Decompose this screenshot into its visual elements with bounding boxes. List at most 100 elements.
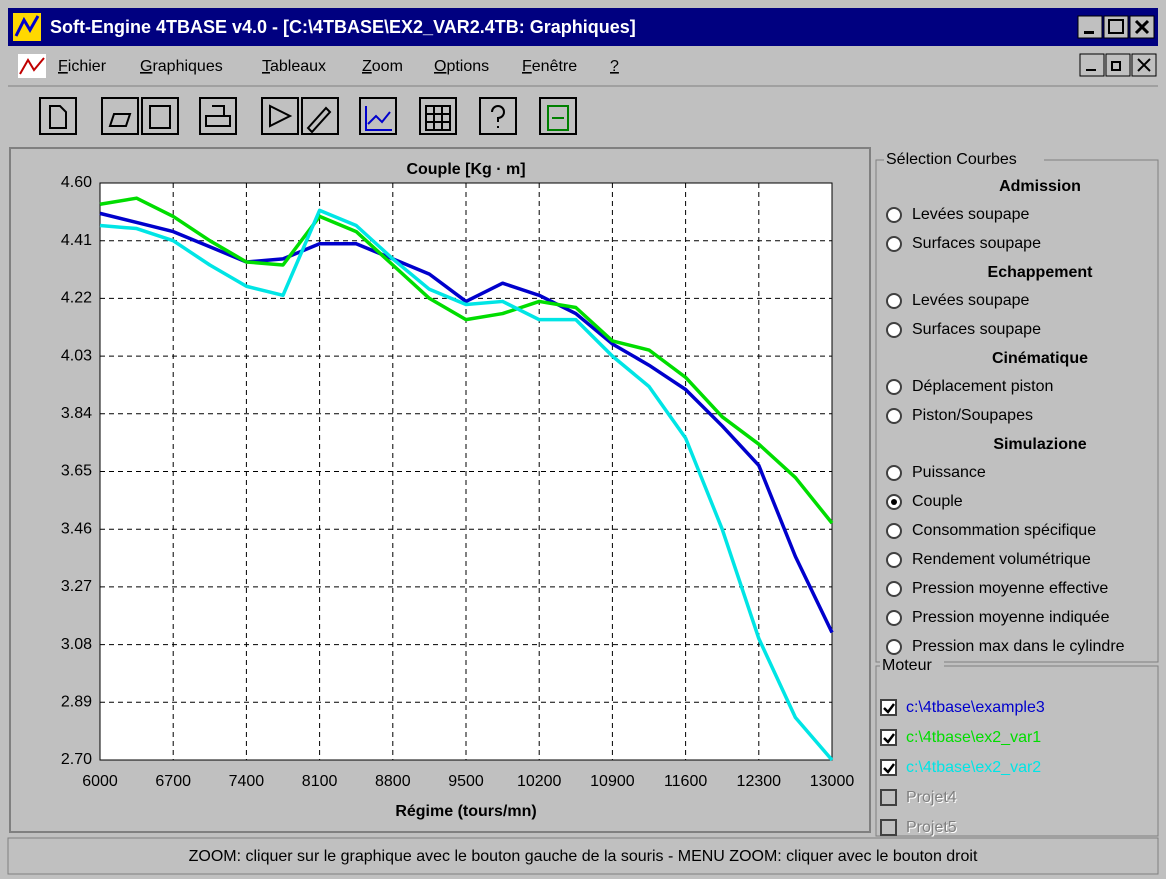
toolbar-glyph [425, 105, 451, 131]
series-line [99, 196, 834, 525]
engine-label: Projet4 [906, 789, 957, 806]
checkbox[interactable] [880, 789, 897, 806]
y-tick-label: 2.89 [61, 694, 92, 711]
toolbar-glyph [365, 106, 392, 131]
radio-button[interactable] [886, 322, 902, 338]
menu-item[interactable]: Tableaux [262, 58, 326, 75]
radio-button[interactable] [886, 379, 902, 395]
y-tick-label: 4.60 [61, 174, 92, 191]
y-tick-label: 4.03 [61, 347, 92, 364]
menu-item[interactable]: ? [610, 58, 619, 75]
toolbar-glyph [269, 104, 293, 128]
radio-label[interactable]: Puissance [912, 464, 986, 481]
radio-button[interactable] [886, 408, 902, 424]
toolbar-glyph [108, 113, 132, 127]
window-title: Soft-Engine 4TBASE v4.0 - [C:\4TBASE\EX2… [50, 17, 636, 37]
app-icon-glyph [14, 15, 40, 37]
child-icon-glyph [19, 57, 45, 75]
checkbox[interactable] [880, 819, 897, 836]
curve-group-title: Sélection Courbes [886, 151, 1017, 168]
legend-label: c:\4tbase\example3 [906, 699, 1045, 716]
radio-label[interactable]: Couple [912, 493, 963, 510]
toolbar-button[interactable] [479, 97, 517, 135]
menu-item[interactable]: Options [434, 58, 489, 75]
radio-label[interactable]: Pression moyenne indiquée [912, 609, 1110, 626]
engine-group-box [875, 665, 1159, 837]
legend-label: c:\4tbase\ex2_var2 [906, 759, 1041, 776]
radio-label[interactable]: Pression moyenne effective [912, 580, 1108, 597]
x-tick-label: 12300 [737, 773, 782, 790]
radio-button[interactable] [886, 610, 902, 626]
toolbar-button[interactable] [101, 97, 139, 135]
menu-bar: Fichier Graphiques Tableaux Zoom Options Fenê… [18, 53, 1157, 78]
toolbar-button[interactable] [539, 97, 577, 135]
group-heading: Echappement [988, 264, 1094, 281]
child-minimize[interactable] [1079, 53, 1105, 77]
y-tick-label: 4.41 [61, 232, 92, 249]
y-tick-label: 3.46 [61, 520, 92, 537]
toolbar-button[interactable] [141, 97, 179, 135]
group-heading: Simulazione [993, 436, 1086, 453]
radio-button[interactable] [886, 465, 902, 481]
radio-label[interactable]: Piston/Soupapes [912, 407, 1033, 424]
radio-label[interactable]: Levées soupape [912, 206, 1030, 223]
x-tick-label: 11600 [664, 773, 707, 790]
radio-label[interactable]: Surfaces soupape [912, 235, 1041, 252]
x-tick-label: 7400 [229, 773, 265, 790]
x-tick-label: 6000 [82, 773, 118, 790]
checkbox-mark [883, 703, 895, 714]
y-tick-label: 3.65 [61, 463, 92, 480]
radio-button[interactable] [886, 639, 902, 655]
y-tick-label: 3.84 [61, 405, 92, 422]
radio-button[interactable] [886, 293, 902, 309]
y-tick-label: 3.08 [61, 636, 92, 653]
minimize-button[interactable] [1077, 15, 1103, 39]
radio-button[interactable] [886, 207, 902, 223]
group-heading: Admission [999, 178, 1081, 195]
toolbar-button[interactable] [261, 97, 299, 135]
series-line [99, 208, 834, 762]
engine-group-title-bg [880, 657, 944, 675]
toolbar-glyph [205, 105, 231, 127]
radio-label[interactable]: Pression max dans le cylindre [912, 638, 1125, 655]
toolbar-glyph [491, 105, 505, 128]
menu-item[interactable]: Zoom [362, 58, 403, 75]
maximize-glyph [1108, 19, 1124, 34]
group-heading: Cinématique [992, 350, 1088, 367]
close-glyph [1134, 19, 1150, 35]
legend-label: c:\4tbase\ex2_var1 [906, 729, 1041, 746]
menu-item[interactable]: Fichier [58, 58, 107, 75]
radio-label[interactable]: Consommation spécifique [912, 522, 1096, 539]
toolbar-glyph [149, 105, 171, 129]
child-restore[interactable] [1105, 53, 1131, 77]
radio-button[interactable] [886, 581, 902, 597]
radio-label[interactable]: Déplacement piston [912, 378, 1053, 395]
menu-item[interactable]: Graphiques [140, 58, 223, 75]
radio-dot [891, 499, 897, 505]
chart-title: Couple [Kg · m] [406, 161, 525, 178]
x-tick-label: 8100 [302, 773, 338, 790]
engine-label: Projet5 [906, 819, 957, 836]
menu-item[interactable]: Fenêtre [522, 58, 577, 75]
checkbox-mark [883, 763, 895, 774]
checkbox[interactable] [880, 729, 897, 746]
title-buttons[interactable] [1077, 15, 1155, 39]
status-bar [7, 837, 1159, 875]
series-line [99, 211, 834, 634]
radio-label[interactable]: Levées soupape [912, 292, 1030, 309]
radio-button[interactable] [886, 523, 902, 539]
engine-label: Projet5 [907, 820, 958, 837]
toolbar [39, 97, 577, 135]
x-tick-label: 8800 [375, 773, 411, 790]
x-tick-label: 13000 [810, 773, 855, 790]
x-tick-label: 9500 [448, 773, 484, 790]
engine-label: Projet4 [907, 790, 958, 807]
radio-label[interactable]: Rendement volumétrique [912, 551, 1091, 568]
toolbar-glyph [547, 105, 569, 131]
radio-button[interactable] [886, 236, 902, 252]
radio-button[interactable] [886, 552, 902, 568]
checkbox[interactable] [880, 699, 897, 716]
checkbox[interactable] [880, 759, 897, 776]
radio-label[interactable]: Surfaces soupape [912, 321, 1041, 338]
